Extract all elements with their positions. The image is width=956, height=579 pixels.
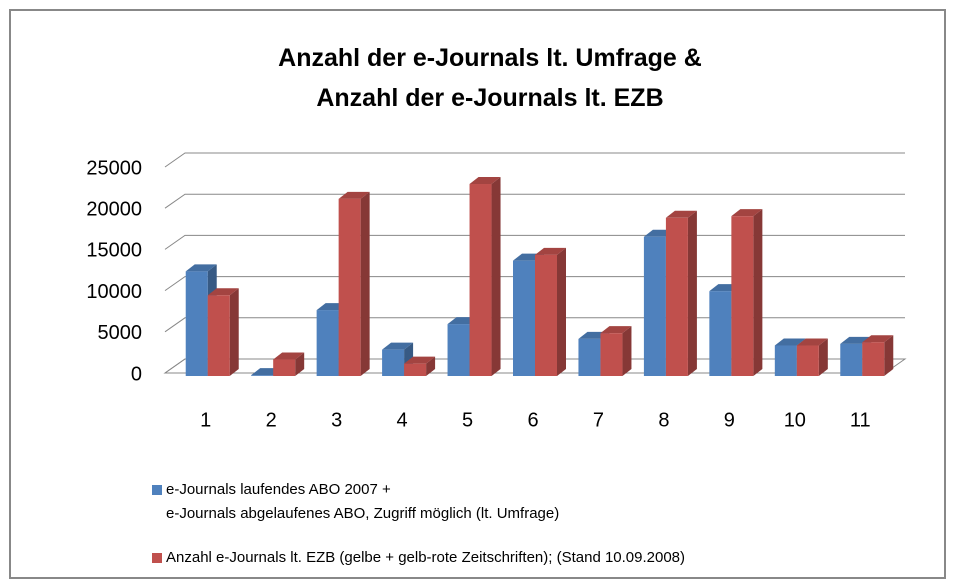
bar-face (295, 352, 305, 376)
bar-face (665, 210, 697, 218)
grid-line (164, 193, 905, 209)
bar (469, 177, 501, 376)
bar-face (426, 356, 436, 376)
bar (862, 335, 894, 376)
bar-face (774, 338, 806, 346)
y-tick-label: 10000 (86, 281, 142, 303)
bar-face (600, 333, 623, 376)
x-tick-label: 1 (200, 409, 211, 431)
y-tick-label: 5000 (98, 322, 143, 344)
x-tick-label: 5 (462, 409, 473, 431)
x-tick-label: 10 (784, 409, 806, 431)
bar-face (469, 177, 501, 185)
bar-face (185, 271, 208, 376)
y-tick-label: 15000 (86, 240, 142, 262)
bar (796, 338, 828, 376)
frame (9, 9, 946, 579)
bar-face (316, 310, 339, 376)
x-tick-label: 3 (331, 409, 342, 431)
bar-face (687, 210, 697, 376)
bar-face (229, 288, 239, 376)
bar-face (557, 247, 566, 376)
bar-face (622, 326, 632, 376)
x-tick-label: 9 (724, 409, 735, 431)
bar-face (338, 198, 361, 376)
bar-face (404, 356, 436, 364)
bar-face (731, 216, 754, 376)
bar-face (207, 295, 230, 376)
bar-face (404, 363, 427, 376)
bar-face (818, 338, 828, 376)
bar-face (796, 345, 819, 376)
bar-face (643, 236, 666, 376)
y-tick-label: 0 (131, 363, 142, 385)
x-tick-label: 4 (397, 409, 408, 431)
bar-face (862, 335, 894, 343)
grid-line (164, 152, 905, 168)
bar-face (862, 342, 885, 376)
bar (665, 210, 697, 376)
x-tick-label: 2 (266, 409, 277, 431)
bar-face (578, 338, 601, 376)
bar-face (382, 349, 405, 376)
legend-swatch (152, 553, 162, 563)
bar (600, 326, 632, 376)
bar-face (774, 345, 797, 376)
bar (731, 209, 763, 376)
chart-title: Anzahl der e-Journals lt. Umfrage & Anza… (278, 44, 702, 112)
bar-face (251, 375, 274, 376)
x-tick-label: 8 (658, 409, 669, 431)
bar (273, 352, 305, 376)
bar-face (447, 324, 470, 376)
bar-face (338, 191, 370, 199)
bar-face (382, 342, 414, 350)
bar-face (665, 217, 688, 376)
bar (207, 288, 239, 376)
bar-face (709, 291, 732, 376)
legend-label: e-Journals laufendes ABO 2007 + e-Journa… (166, 481, 560, 522)
bar-face (207, 288, 239, 296)
x-tick-label: 6 (527, 409, 538, 431)
bar (338, 191, 370, 376)
bar-face (600, 326, 632, 334)
bar-face (273, 359, 296, 376)
bar-face (753, 209, 763, 376)
y-tick-label: 25000 (86, 157, 142, 179)
legend-swatch (152, 485, 162, 495)
grid-line (164, 234, 905, 250)
bar (404, 356, 436, 376)
bar-face (185, 264, 217, 272)
bar (535, 247, 566, 376)
legend-label: Anzahl e-Journals lt. EZB (gelbe + gelb-… (166, 549, 686, 566)
bar-face (491, 177, 501, 376)
x-tick-label: 11 (850, 409, 871, 431)
bar-face (469, 184, 492, 376)
bar-face (731, 209, 763, 217)
x-tick-label: 7 (593, 409, 604, 431)
bar-face (273, 352, 305, 360)
bar-face (360, 191, 370, 376)
bar-face (884, 335, 894, 376)
bar-face (535, 254, 557, 376)
bar-face (513, 260, 535, 376)
bar-face (840, 343, 863, 376)
bar-face (796, 338, 828, 346)
y-tick-label: 20000 (86, 198, 142, 220)
bar-face (535, 247, 566, 255)
